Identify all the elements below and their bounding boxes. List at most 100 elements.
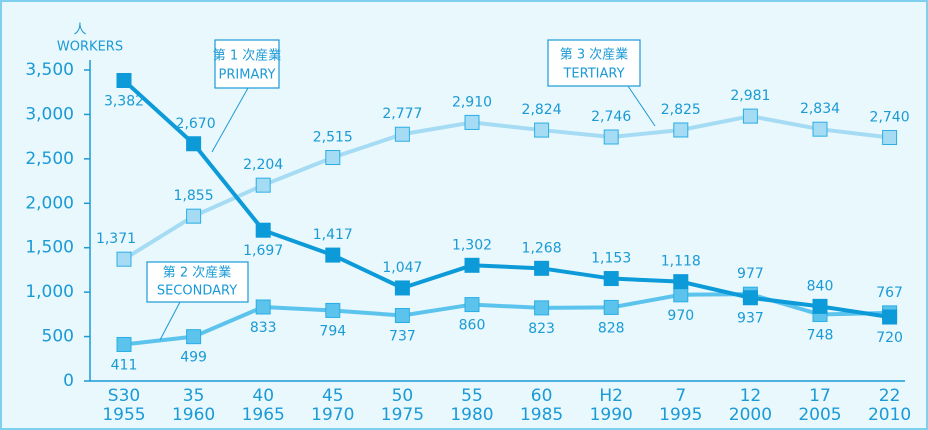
callout-text: PRIMARY [219, 68, 276, 83]
callout-text: TERTIARY [562, 67, 624, 82]
callout-text: 第 2 次産業 [163, 265, 232, 281]
callout-box [547, 39, 641, 87]
x-tick-label: 17 [809, 386, 831, 406]
data-point [742, 108, 758, 124]
value-label: 1,417 [313, 227, 353, 243]
value-label: 1,268 [522, 240, 562, 256]
y-tick-label: 1,500 [25, 238, 74, 258]
value-label: 860 [459, 318, 486, 334]
x-tick-label: 2000 [729, 405, 772, 425]
x-tick-label: S30 [108, 386, 140, 406]
x-tick-label: 1955 [102, 405, 145, 425]
data-point [186, 329, 202, 345]
data-point [534, 122, 550, 138]
value-label: 720 [876, 330, 903, 346]
data-point [255, 222, 271, 238]
axes [84, 60, 905, 382]
series-line [122, 114, 890, 261]
data-point [394, 308, 410, 324]
data-point [464, 297, 480, 313]
value-label: 2,746 [591, 109, 631, 125]
x-tick-label: 7 [675, 386, 686, 406]
value-label: 2,834 [800, 101, 840, 117]
x-tick-label: 55 [461, 386, 483, 406]
data-point [255, 299, 271, 315]
x-tick-label: 60 [531, 386, 553, 406]
x-tick-label: 1995 [659, 405, 702, 425]
callout-text: 第 3 次産業 [560, 47, 629, 63]
leader-line [627, 85, 656, 127]
value-label: 1,047 [382, 260, 422, 276]
value-label: 794 [319, 323, 346, 339]
callout-box [146, 261, 249, 303]
value-label: 828 [598, 320, 625, 336]
y-tick-label: 3,500 [25, 60, 74, 80]
data-point [673, 122, 689, 138]
series [116, 108, 898, 267]
data-point [116, 336, 132, 352]
x-tick-label: 1965 [242, 405, 285, 425]
data-point [882, 130, 898, 146]
data-point [534, 300, 550, 316]
value-label: 833 [250, 320, 277, 336]
y-tick-label: 1,000 [25, 282, 74, 302]
value-label: 1,118 [661, 254, 701, 270]
y-label: WORKERS [57, 40, 123, 55]
y-tick-label: 500 [42, 327, 74, 347]
value-label: 2,204 [243, 157, 283, 173]
leader-line [159, 301, 181, 341]
data-point [325, 247, 341, 263]
series-line [122, 79, 890, 319]
value-label: 823 [528, 321, 555, 337]
value-label: 840 [807, 278, 834, 294]
value-label: 748 [807, 328, 834, 344]
value-label: 977 [737, 266, 764, 282]
y-tick-label: 3,000 [25, 104, 74, 124]
value-label: 1,302 [452, 237, 492, 253]
data-point [116, 72, 132, 88]
value-label: 2,777 [382, 106, 422, 122]
data-point [325, 302, 341, 318]
data-point [255, 177, 271, 193]
data-point [603, 299, 619, 315]
x-tick-label: 1970 [311, 405, 354, 425]
value-label: 411 [111, 357, 138, 373]
value-label: 1,371 [96, 231, 136, 247]
value-label: 1,153 [591, 251, 631, 267]
data-point [673, 274, 689, 290]
x-tick-label: 1985 [520, 405, 563, 425]
data-point [464, 114, 480, 130]
x-tick-label: H2 [599, 386, 623, 406]
data-point [603, 129, 619, 145]
callouts: 第 1 次産業 PRIMARY 第 3 次産業 TERTIARY 第 2 次産業… [146, 39, 656, 341]
data-point [603, 271, 619, 287]
data-point [394, 126, 410, 142]
value-label: 2,824 [522, 102, 562, 118]
value-label: 937 [737, 311, 764, 327]
data-point [394, 280, 410, 296]
x-tick-label: 40 [252, 386, 274, 406]
x-tick-label: 1980 [450, 405, 493, 425]
y-tick-label: 2,500 [25, 149, 74, 169]
x-tick-label: 35 [183, 386, 205, 406]
x-tick-label: 1975 [381, 405, 424, 425]
leader-line [211, 87, 249, 153]
value-label: 970 [667, 308, 694, 324]
data-point [812, 121, 828, 137]
series [116, 72, 898, 325]
x-tick-label: 50 [392, 386, 414, 406]
x-tick-label: 1960 [172, 405, 215, 425]
value-label: 499 [180, 350, 207, 366]
x-tick-label: 12 [740, 386, 762, 406]
data-point [116, 251, 132, 267]
data-point [464, 257, 480, 273]
value-label: 2,740 [870, 110, 910, 126]
x-tick-label: 45 [322, 386, 344, 406]
data-point [673, 287, 689, 303]
data-point [186, 208, 202, 224]
x-tick-label: 2010 [868, 405, 911, 425]
data-point [742, 290, 758, 306]
x-tick-label: 2005 [798, 405, 841, 425]
